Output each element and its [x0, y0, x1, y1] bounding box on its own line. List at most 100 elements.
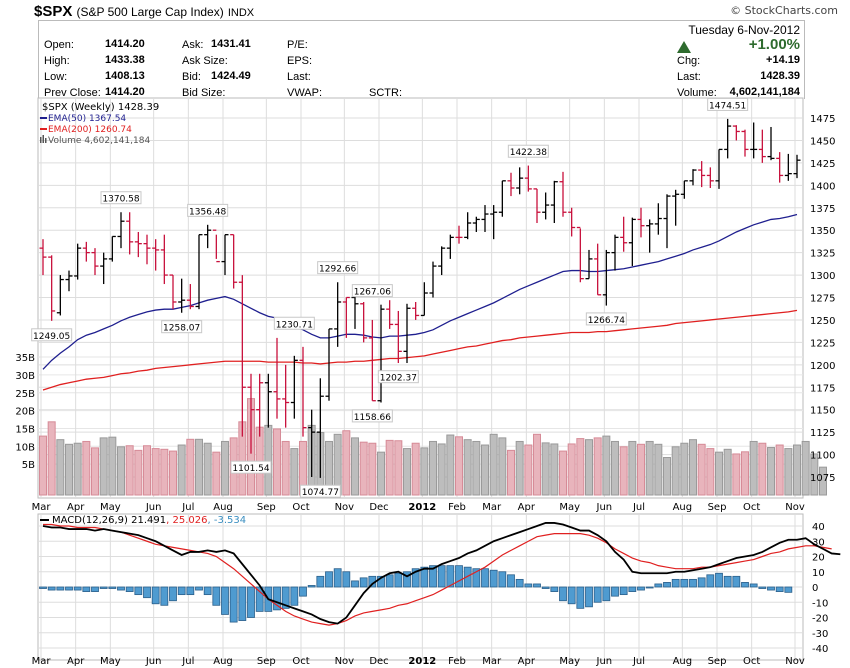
legend-ema50-swatch	[40, 117, 47, 119]
ohlc-bar	[386, 300, 394, 329]
ohlc-bar	[221, 234, 229, 276]
annotation-box	[351, 409, 393, 423]
ohlc-bar	[342, 296, 350, 338]
legend-macd-swatch	[40, 519, 49, 521]
volume-bar	[56, 439, 65, 496]
volume-bar	[368, 442, 377, 496]
volume-bar	[550, 443, 559, 496]
macd-histogram-bar	[507, 574, 515, 588]
ohlc-bar	[767, 126, 775, 161]
macd-histogram-bar	[186, 586, 195, 596]
macd-histogram-bar	[602, 586, 611, 602]
volume-bar	[117, 446, 125, 496]
up-arrow-icon	[677, 41, 691, 53]
macd-x-tick-label: Dec	[369, 656, 388, 667]
volume-bar	[273, 428, 281, 496]
macd-histogram-bar	[715, 572, 723, 588]
ohlc-bar	[472, 216, 480, 232]
symbol-name: (S&P 500 Large Cap Index)	[76, 5, 224, 19]
ohlc-bar	[576, 226, 584, 283]
ohlc-bar	[247, 373, 255, 454]
ohlc-bar	[455, 225, 463, 244]
price-annotation: 1267.06	[351, 284, 393, 298]
volume-bar	[533, 433, 541, 496]
volume-bar	[663, 457, 671, 496]
percent-change: +1.00%	[748, 36, 800, 53]
macd-signal-value: , 25.026	[166, 515, 207, 526]
price-tick-label: 1425	[810, 159, 835, 170]
ohlc-bar	[784, 153, 792, 181]
legend-volume: Volume 4,602,141,184	[48, 136, 150, 146]
ohlc-bar	[204, 224, 212, 249]
volume-bar	[377, 451, 385, 496]
macd-histogram-bar	[767, 586, 775, 591]
macd-histogram-bar	[281, 586, 290, 609]
x-tick-label: Dec	[369, 502, 388, 513]
x-tick-label: Jun	[145, 502, 162, 513]
ohlc-bar	[351, 293, 359, 329]
ohlc-bar	[663, 194, 671, 249]
annotation-box	[299, 484, 341, 498]
volume-bar	[507, 449, 515, 496]
macd-histogram-bar	[489, 569, 498, 588]
ohlc-bar	[672, 189, 680, 226]
volume-bar	[47, 421, 56, 496]
annotation-label: 1267.06	[354, 288, 391, 298]
volume-bar	[264, 424, 273, 496]
ohlc-bar	[524, 165, 532, 192]
ohlc-bar	[39, 239, 47, 276]
quote-date: Tuesday 6-Nov-2012	[688, 23, 800, 37]
volume-bar	[576, 438, 585, 496]
annotation-label: 1074.77	[302, 488, 339, 498]
macd-hist-value: , -3.534	[207, 515, 246, 526]
macd-histogram-bar	[758, 586, 767, 589]
macd-histogram-bar	[524, 583, 533, 588]
macd-x-tick-label: Nov	[785, 656, 805, 667]
volume-bar	[385, 439, 394, 496]
ohlc-bar	[498, 180, 506, 217]
price-annotation: 1292.66	[317, 261, 359, 275]
macd-histogram-bar	[212, 586, 221, 606]
ohlc-bar	[481, 205, 489, 232]
macd-histogram-bar	[333, 568, 342, 588]
last-label: Last:	[677, 71, 701, 83]
pe-label: P/E:	[287, 39, 308, 51]
stockcharts-credit[interactable]: © StockCharts.com	[730, 4, 838, 17]
volume-bar	[203, 442, 212, 496]
prev-close-label: Prev Close:	[44, 87, 101, 99]
ohlc-bar	[420, 282, 428, 317]
ohlc-bar	[628, 217, 636, 267]
symbol: $SPX	[34, 3, 73, 20]
x-tick-label: 2012	[408, 502, 436, 513]
macd-histogram-bar	[359, 577, 368, 588]
open-value: 1414.20	[105, 38, 145, 50]
macd-histogram-bar	[706, 574, 715, 588]
annotation-box	[507, 144, 549, 158]
volume-bar	[420, 447, 429, 496]
volume-bar	[151, 448, 160, 496]
ohlc-bar	[230, 234, 238, 289]
ohlc-bar	[256, 373, 264, 437]
ohlc-bar	[394, 310, 402, 364]
volume-bar	[749, 440, 758, 496]
volume-tick-label: 20B	[15, 407, 35, 418]
ohlc-bar	[82, 241, 90, 262]
volume-bar	[723, 448, 732, 496]
ohlc-bar	[446, 234, 454, 259]
volume-tick-label: 5B	[22, 460, 35, 471]
volume-bar	[559, 450, 567, 496]
volume-bar	[784, 448, 793, 496]
annotation-label: 1292.66	[319, 265, 356, 275]
low-value: 1408.13	[105, 70, 145, 82]
macd-histogram-bar	[697, 577, 706, 588]
ohlc-bar	[308, 409, 316, 477]
high-value: 1433.38	[105, 54, 145, 66]
macd-histogram-bar	[169, 586, 177, 602]
volume-bar	[767, 447, 775, 496]
volume-bar	[160, 448, 169, 496]
ask-label: Ask:	[182, 39, 204, 51]
x-tick-label: Apr	[67, 502, 85, 513]
axes: 1075 1100 1125 1150 1175 1200 1225 1250 1275 1300…	[15, 114, 835, 667]
volume-bar	[472, 440, 481, 496]
price-tick-label: 1275	[810, 294, 835, 305]
